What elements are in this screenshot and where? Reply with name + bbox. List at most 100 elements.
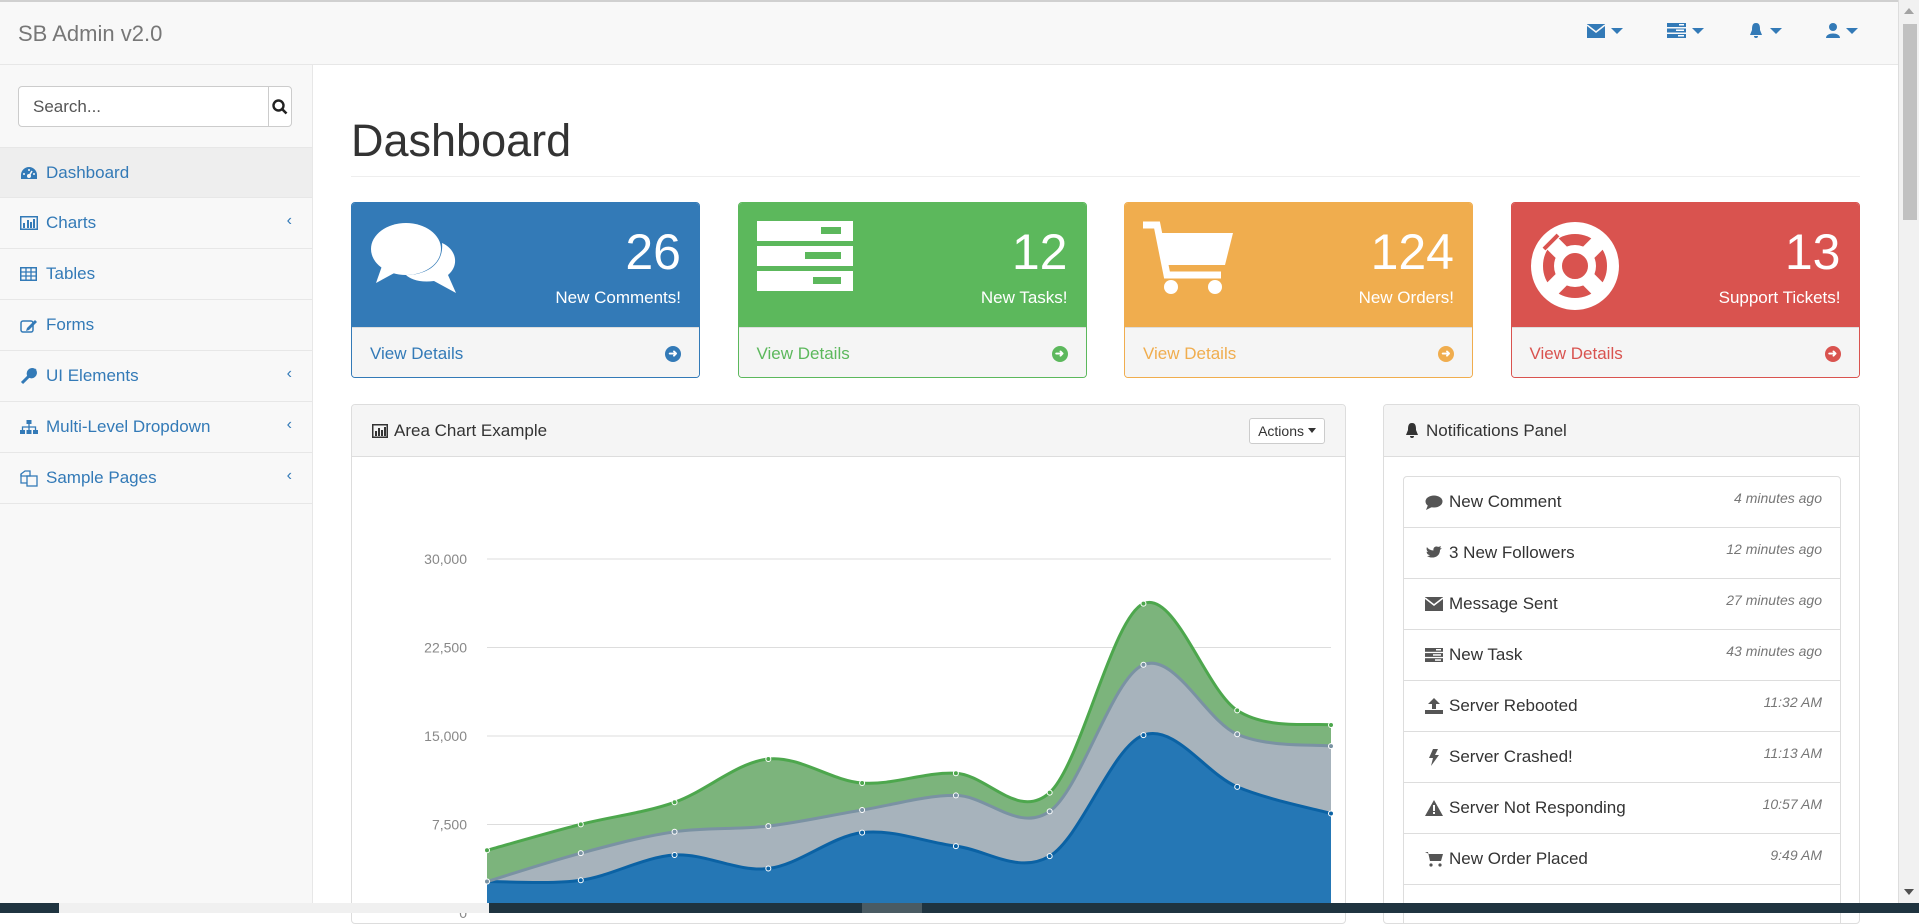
data-point[interactable]: [1046, 808, 1053, 815]
notification-item[interactable]: Server Not Responding 10:57 AM: [1404, 783, 1840, 834]
page-title: Dashboard: [351, 115, 572, 166]
view-details-link[interactable]: View Details ➜: [738, 327, 1086, 377]
scroll-down-arrow[interactable]: [1904, 889, 1914, 895]
bolt-icon: [1425, 748, 1443, 766]
notification-item[interactable]: New Task 43 minutes ago: [1404, 630, 1840, 681]
data-point[interactable]: [1046, 789, 1053, 796]
sidebar-menu: Dashboard Charts ‹ Tables Forms UI Elements ‹ M…: [0, 147, 312, 504]
notifications-title: Notifications Panel: [1426, 420, 1567, 440]
scroll-up-arrow[interactable]: [1904, 8, 1914, 14]
view-details-link[interactable]: View Details ➜: [1125, 327, 1472, 377]
chevron-left-icon[interactable]: ‹: [286, 467, 292, 484]
taskbar-item[interactable]: [862, 903, 922, 913]
caret-down-icon: [1846, 27, 1858, 34]
caret-down-icon: [1770, 27, 1782, 34]
data-point[interactable]: [859, 829, 866, 836]
data-point[interactable]: [1328, 743, 1334, 750]
notification-time: 11:32 AM: [1763, 694, 1822, 710]
stat-label: New Orders!: [1358, 288, 1454, 307]
data-point[interactable]: [1234, 707, 1241, 714]
data-point[interactable]: [671, 852, 678, 859]
sidebar-item-ui-elements[interactable]: UI Elements ‹: [0, 351, 312, 402]
notification-label: Server Rebooted: [1449, 696, 1578, 715]
data-point[interactable]: [1046, 853, 1053, 860]
brand[interactable]: SB Admin v2.0: [18, 21, 163, 46]
scroll-thumb[interactable]: [1903, 24, 1917, 220]
stat-count: 12: [1011, 224, 1068, 280]
stat-panel-support-tickets: 13 Support Tickets! View Details ➜: [1510, 202, 1860, 378]
notification-time: 43 minutes ago: [1726, 643, 1822, 659]
support-icon: [1530, 221, 1620, 316]
sidebar-item-multi-level-dropdown[interactable]: Multi-Level Dropdown ‹: [0, 402, 312, 453]
dashboard-icon: [20, 166, 40, 180]
stat-count: 124: [1370, 224, 1454, 280]
notification-item[interactable]: Server Rebooted 11:32 AM: [1404, 681, 1840, 732]
chevron-left-icon[interactable]: ‹: [286, 365, 292, 382]
chevron-left-icon[interactable]: ‹: [286, 212, 292, 229]
sidebar-item-forms[interactable]: Forms: [0, 300, 312, 351]
data-point[interactable]: [1140, 600, 1147, 607]
actions-dropdown-button[interactable]: Actions: [1249, 417, 1325, 444]
arrow-circle-right-icon: ➜: [1438, 345, 1454, 362]
chevron-left-icon[interactable]: ‹: [286, 416, 292, 433]
upload-icon: [1425, 698, 1443, 714]
page-scrollbar[interactable]: [1898, 0, 1919, 903]
data-point[interactable]: [765, 755, 772, 762]
envelope-icon: [1587, 23, 1605, 38]
sidebar-item-dashboard[interactable]: Dashboard: [0, 147, 312, 198]
notification-item[interactable]: Server Crashed! 11:13 AM: [1404, 732, 1840, 783]
comment-icon: [1425, 495, 1443, 510]
notification-item[interactable]: New Comment 4 minutes ago: [1404, 477, 1840, 528]
data-point[interactable]: [1328, 721, 1334, 728]
data-point[interactable]: [765, 823, 772, 830]
sidebar-search: [18, 86, 292, 127]
tasks-dropdown[interactable]: [1667, 22, 1704, 39]
top-navbar: SB Admin v2.0: [0, 0, 1898, 65]
data-point[interactable]: [1140, 661, 1147, 668]
sidebar-item-label: Charts: [46, 213, 97, 232]
data-point[interactable]: [1234, 731, 1241, 738]
view-details-link[interactable]: View Details ➜: [352, 327, 699, 377]
divider: [351, 176, 1860, 177]
data-point[interactable]: [1234, 783, 1241, 790]
data-point[interactable]: [952, 792, 959, 799]
area-chart-panel: Area Chart Example Actions 30,000 22,500 1…: [351, 404, 1346, 924]
data-point[interactable]: [1328, 810, 1334, 817]
search-button[interactable]: [268, 87, 291, 126]
notification-time: 9:49 AM: [1770, 847, 1822, 863]
sidebar-item-tables[interactable]: Tables: [0, 249, 312, 300]
notification-item[interactable]: New Order Placed 9:49 AM: [1404, 834, 1840, 885]
data-point[interactable]: [952, 770, 959, 777]
data-point[interactable]: [952, 843, 959, 850]
view-details-link[interactable]: View Details ➜: [1511, 327, 1859, 377]
notification-time: 27 minutes ago: [1726, 592, 1822, 608]
data-point[interactable]: [671, 799, 678, 806]
data-point[interactable]: [484, 878, 490, 885]
data-point[interactable]: [1140, 732, 1147, 739]
data-point[interactable]: [484, 847, 490, 854]
sidebar-item-charts[interactable]: Charts ‹: [0, 198, 312, 249]
search-input[interactable]: [19, 87, 268, 126]
user-dropdown[interactable]: [1826, 22, 1858, 39]
taskbar-item[interactable]: [59, 903, 489, 913]
alerts-dropdown[interactable]: [1748, 22, 1782, 39]
data-point[interactable]: [577, 877, 584, 884]
search-icon: [272, 98, 288, 114]
notification-item[interactable]: 3 New Followers 12 minutes ago: [1404, 528, 1840, 579]
bar-chart-icon: [20, 216, 40, 230]
y-tick-label: 15,000: [424, 728, 467, 744]
stat-label: New Tasks!: [980, 288, 1068, 307]
data-point[interactable]: [671, 828, 678, 835]
data-point[interactable]: [577, 821, 584, 828]
caret-down-icon: [1308, 428, 1316, 433]
data-point[interactable]: [859, 779, 866, 786]
sidebar-item-label: Forms: [46, 315, 95, 334]
data-point[interactable]: [859, 807, 866, 814]
data-point[interactable]: [577, 850, 584, 857]
notification-item[interactable]: Message Sent 27 minutes ago: [1404, 579, 1840, 630]
notification-label: 3 New Followers: [1449, 543, 1575, 562]
sidebar-item-sample-pages[interactable]: Sample Pages ‹: [0, 453, 312, 504]
data-point[interactable]: [765, 865, 772, 872]
messages-dropdown[interactable]: [1587, 22, 1623, 39]
arrow-circle-right-icon: ➜: [1824, 345, 1841, 362]
